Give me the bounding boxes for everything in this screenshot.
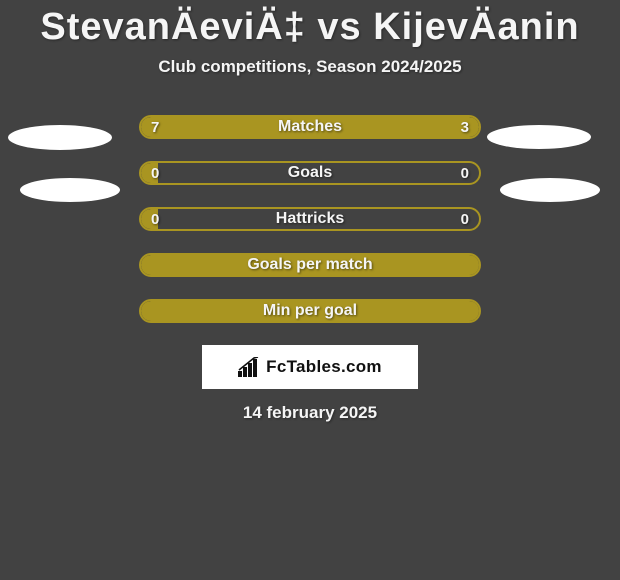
stat-value-left: 0 (141, 211, 159, 228)
stat-row: 0 0 Hattricks (0, 207, 620, 231)
stat-bar: 0 0 Hattricks (139, 207, 481, 231)
stat-label: Min per goal (263, 302, 357, 320)
team-badge-placeholder (20, 178, 120, 202)
stat-label: Goals (288, 164, 332, 182)
stat-bar-left: 7 (141, 117, 378, 137)
stat-label: Hattricks (276, 210, 344, 228)
team-badge-placeholder (500, 178, 600, 202)
stat-value-left: 0 (141, 165, 159, 182)
bar-chart-icon (238, 357, 260, 377)
stat-bar-right: 3 (378, 117, 479, 137)
stat-label: Matches (278, 118, 342, 136)
stat-value-left: 7 (141, 119, 159, 136)
stat-bar: 7 3 Matches (139, 115, 481, 139)
stat-label: Goals per match (247, 256, 372, 274)
page-subtitle: Club competitions, Season 2024/2025 (0, 57, 620, 77)
stat-bar-left: 0 (141, 163, 158, 183)
stat-row: Goals per match (0, 253, 620, 277)
logo-box: FcTables.com (202, 345, 418, 389)
stat-row: Min per goal (0, 299, 620, 323)
logo-text: FcTables.com (266, 357, 382, 377)
stat-value-right: 0 (461, 211, 479, 228)
stat-bar: 0 0 Goals (139, 161, 481, 185)
stat-bar: Min per goal (139, 299, 481, 323)
stat-bar-left: 0 (141, 209, 158, 229)
team-badge-placeholder (8, 125, 112, 150)
stat-value-right: 3 (461, 119, 479, 136)
page-title: StevanÄeviÄ‡ vs KijevÄanin (0, 0, 620, 49)
team-badge-placeholder (487, 125, 591, 149)
stat-bar: Goals per match (139, 253, 481, 277)
date-text: 14 february 2025 (0, 403, 620, 423)
stat-value-right: 0 (461, 165, 479, 182)
